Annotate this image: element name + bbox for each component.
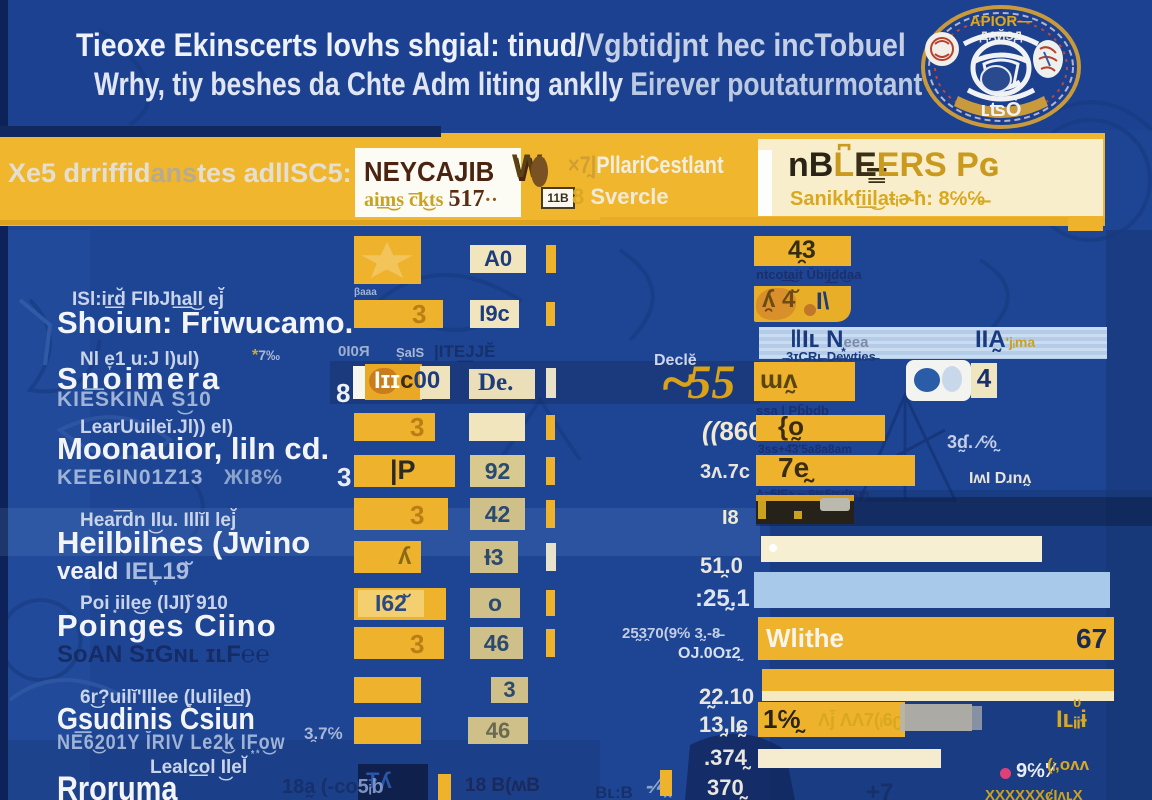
svg-text:APIOR—: APIOR— <box>970 13 1033 30</box>
svg-text:ʟʦӦ: ʟʦӦ <box>981 98 1022 121</box>
